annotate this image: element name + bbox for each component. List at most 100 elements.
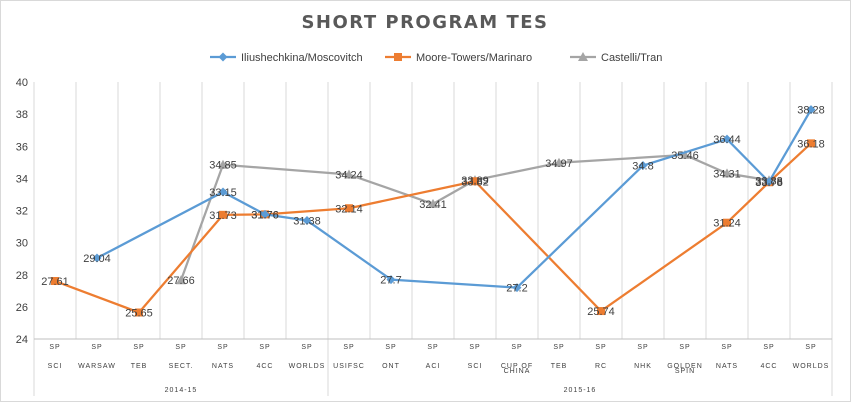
x-tick-label: USIFSC	[333, 363, 365, 370]
y-tick-label: 32	[16, 206, 28, 218]
data-point-diamond	[764, 177, 774, 187]
data-point-diamond	[806, 105, 816, 115]
x-tick-label: WORLDS	[793, 363, 830, 370]
legend-label: Iliushechkina/Moscovitch	[241, 52, 363, 64]
series-line	[54, 142, 812, 314]
series-line	[96, 109, 812, 289]
x-tick-label: SP	[259, 344, 270, 351]
season-label: 2014-15	[165, 387, 198, 394]
data-label: 36.18	[797, 138, 825, 150]
x-tick-label: SECT.	[169, 363, 194, 370]
data-label: 31.76	[251, 209, 279, 221]
y-tick-label: 28	[16, 270, 28, 282]
data-point-triangle	[680, 149, 690, 159]
x-tick-label: SP	[427, 344, 438, 351]
y-tick-label: 40	[16, 77, 28, 89]
data-labels: 29.04 33.15 31.76 31.38 27.7 27.2 34.8 36.44 33.…	[41, 105, 825, 320]
x-tick-label: SP	[721, 344, 732, 351]
data-point-diamond	[638, 161, 648, 171]
x-tick-label: SP	[805, 344, 816, 351]
series-layer	[51, 105, 816, 317]
data-label: 29.04	[83, 253, 111, 265]
legend-label: Moore-Towers/Marinaro	[416, 52, 532, 64]
data-point-square	[345, 204, 353, 213]
data-label: 33.82	[461, 176, 489, 188]
data-label: 27.61	[41, 276, 69, 288]
x-tick-label: SP	[217, 344, 228, 351]
y-tick-label: 26	[16, 302, 28, 314]
data-point-square	[807, 139, 815, 148]
data-label: 31.24	[713, 218, 741, 230]
x-tick-label: TEB	[551, 363, 568, 370]
x-tick-label: SP	[553, 344, 564, 351]
data-label: 33.88	[755, 175, 783, 187]
x-tick-label: SP	[175, 344, 186, 351]
data-label: 32.14	[335, 203, 363, 215]
x-tick-label: SP	[133, 344, 144, 351]
data-point-square	[597, 307, 605, 316]
x-tick-label: WORLDS	[289, 363, 326, 370]
x-tick-label: SP	[91, 344, 102, 351]
data-point-diamond	[260, 209, 270, 219]
data-point-triangle	[722, 168, 732, 178]
data-label: 31.38	[293, 215, 321, 227]
data-label: 36.44	[713, 134, 741, 146]
x-axis: SP SCI SP WARSAW SP TEB SP SECT. SP NATS SP 4CC SP WO…	[34, 338, 832, 394]
data-label: 33.78	[755, 177, 783, 189]
data-label: 32.41	[419, 199, 447, 211]
y-tick-label: 24	[16, 334, 28, 346]
x-tick-label: SP	[49, 344, 60, 351]
x-tick-label: SCI	[468, 363, 483, 370]
x-tick-label: CUP OF	[501, 363, 533, 370]
y-tick-label: 34	[16, 173, 28, 185]
y-tick-label: 38	[16, 109, 28, 121]
x-tick-label: ACI	[426, 363, 441, 370]
data-point-square	[51, 277, 59, 286]
x-tick-label: WARSAW	[78, 363, 116, 370]
y-axis: 24 26 28 30 32 34 36 38 40	[16, 77, 28, 346]
data-label: 33.15	[209, 187, 237, 199]
x-tick-label: SP	[385, 344, 396, 351]
data-point-square	[135, 308, 143, 317]
legend-entry: Iliushechkina/Moscovitch	[210, 52, 363, 64]
x-tick-label: SP	[595, 344, 606, 351]
x-tick-label: NHK	[634, 363, 652, 370]
x-tick-label: SP	[343, 344, 354, 351]
data-point-diamond	[512, 283, 522, 293]
data-label: 31.73	[209, 210, 237, 222]
data-point-diamond	[722, 134, 732, 144]
legend-label: Castelli/Tran	[601, 52, 662, 64]
data-point-diamond	[92, 253, 102, 263]
data-label: 34.24	[335, 170, 363, 182]
x-tick-label: TEB	[131, 363, 148, 370]
data-point-square	[471, 177, 479, 186]
data-label: 34.8	[632, 161, 653, 173]
x-tick-label: GOLDEN	[667, 363, 703, 370]
data-label: 27.66	[167, 275, 195, 287]
legend-entry: Moore-Towers/Marinaro	[385, 52, 532, 64]
x-tick-label: ONT	[382, 363, 400, 370]
x-tick-label: 4CC	[760, 363, 777, 370]
data-point-square	[219, 210, 227, 219]
chart-title: SHORT PROGRAM TES	[301, 12, 548, 33]
x-tick-label: SP	[763, 344, 774, 351]
data-label: 38.28	[797, 105, 825, 117]
data-label: 25.74	[587, 306, 615, 318]
legend: Iliushechkina/Moscovitch Moore-Towers/Mar…	[210, 52, 662, 64]
data-point-triangle	[344, 169, 354, 179]
data-point-triangle	[428, 198, 438, 208]
x-tick-label: SP	[637, 344, 648, 351]
x-tick-label: SPIN	[675, 368, 695, 375]
data-label: 25.65	[125, 307, 153, 319]
data-label: 35.46	[671, 150, 699, 162]
x-tick-label: SP	[301, 344, 312, 351]
y-tick-label: 36	[16, 141, 28, 153]
x-tick-label: NATS	[716, 363, 738, 370]
data-label: 27.7	[380, 275, 401, 287]
data-point-diamond	[218, 187, 228, 197]
data-point-diamond	[386, 275, 396, 285]
data-label: 33.89	[461, 175, 489, 187]
x-tick-label: 4CC	[256, 363, 273, 370]
data-point-diamond	[218, 52, 228, 62]
